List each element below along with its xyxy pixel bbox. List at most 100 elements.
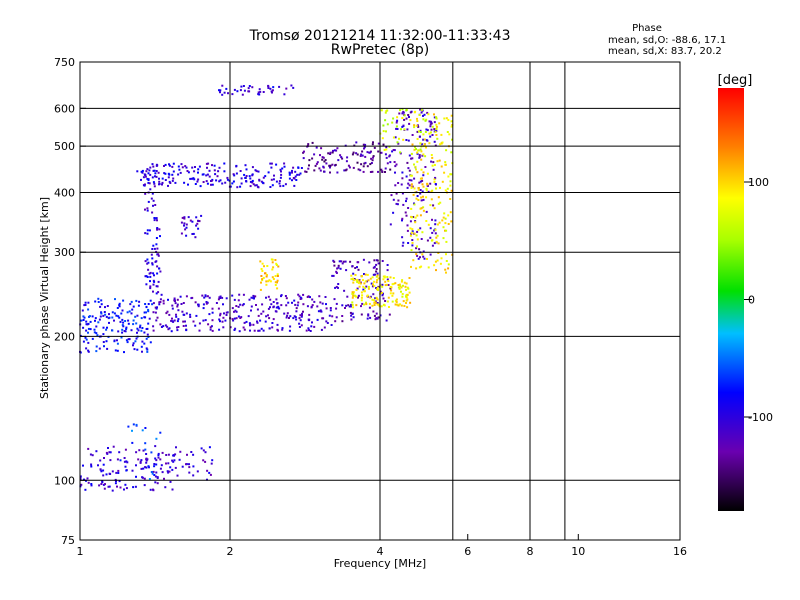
data-point (243, 328, 246, 331)
data-point (185, 234, 188, 237)
data-point (233, 310, 235, 313)
data-point (346, 295, 349, 298)
data-point (153, 465, 156, 468)
data-point (370, 162, 373, 164)
data-point (130, 329, 133, 332)
data-point (414, 220, 417, 223)
data-point (409, 220, 412, 223)
data-point (137, 329, 140, 332)
data-point (295, 307, 298, 310)
data-point (191, 296, 194, 299)
data-point (145, 283, 148, 286)
data-point (111, 316, 114, 319)
data-point (324, 159, 327, 161)
data-point (420, 158, 423, 161)
data-point (386, 109, 389, 112)
data-point (134, 340, 137, 343)
data-point (288, 177, 291, 180)
stats-title: Phase (632, 23, 662, 34)
data-point (120, 336, 123, 339)
data-point (402, 138, 405, 141)
data-point (151, 472, 154, 475)
data-point (334, 320, 337, 323)
data-point (85, 329, 88, 332)
data-point (437, 242, 440, 245)
data-point (293, 315, 296, 318)
data-point (412, 216, 415, 218)
data-point (218, 328, 221, 331)
data-point (207, 323, 210, 326)
data-point (413, 187, 416, 190)
data-point (261, 303, 264, 306)
data-point (218, 180, 221, 183)
data-point (406, 128, 409, 131)
data-point (399, 303, 401, 306)
stats-x: mean, sd,X: 83.7, 20.2 (608, 46, 722, 57)
data-point (434, 228, 437, 231)
data-point (384, 111, 387, 114)
data-point (255, 170, 258, 173)
data-point (395, 125, 398, 128)
data-point (186, 453, 188, 456)
data-point (261, 181, 264, 184)
data-point (162, 299, 165, 302)
data-point (269, 186, 272, 188)
data-point (384, 284, 387, 287)
data-point (257, 314, 260, 317)
data-point (248, 322, 251, 325)
data-point (125, 328, 128, 330)
data-point (137, 304, 140, 307)
data-point (244, 176, 247, 179)
data-point (214, 173, 217, 176)
data-point (290, 84, 293, 87)
data-point (364, 143, 367, 146)
data-point (377, 150, 380, 153)
data-point (144, 275, 147, 278)
data-point (398, 112, 401, 115)
data-point (198, 165, 201, 168)
data-point (293, 184, 296, 187)
data-point (272, 178, 275, 181)
data-point (352, 291, 355, 294)
data-point (263, 265, 265, 268)
data-point (150, 451, 153, 454)
data-point (433, 164, 436, 166)
data-point (257, 93, 260, 96)
data-point (361, 150, 364, 153)
data-point (337, 266, 340, 269)
data-point (315, 162, 318, 165)
data-point (240, 177, 243, 180)
data-point (146, 348, 149, 351)
data-point (134, 315, 137, 318)
data-point (380, 291, 383, 294)
data-point (258, 88, 261, 91)
data-point (192, 474, 195, 477)
data-point (332, 149, 334, 152)
data-point (293, 177, 296, 180)
data-point (239, 317, 242, 319)
data-point (189, 177, 192, 180)
data-point (435, 116, 438, 119)
data-point (91, 315, 94, 318)
data-point (184, 228, 187, 231)
data-point (407, 139, 410, 142)
data-point (145, 459, 148, 462)
data-point (165, 462, 167, 465)
data-point (185, 463, 187, 466)
data-point (154, 175, 156, 178)
data-point (80, 483, 83, 486)
data-point (142, 467, 145, 470)
data-point (441, 180, 444, 183)
data-point (155, 217, 158, 220)
data-point (428, 142, 431, 145)
data-point (153, 247, 156, 250)
data-point (198, 329, 201, 332)
data-point (123, 457, 126, 459)
data-point (377, 142, 380, 145)
data-point (171, 165, 174, 168)
data-point (375, 317, 378, 320)
data-point (196, 180, 199, 183)
data-point (408, 291, 411, 294)
data-point (148, 466, 150, 469)
data-point (450, 125, 453, 128)
